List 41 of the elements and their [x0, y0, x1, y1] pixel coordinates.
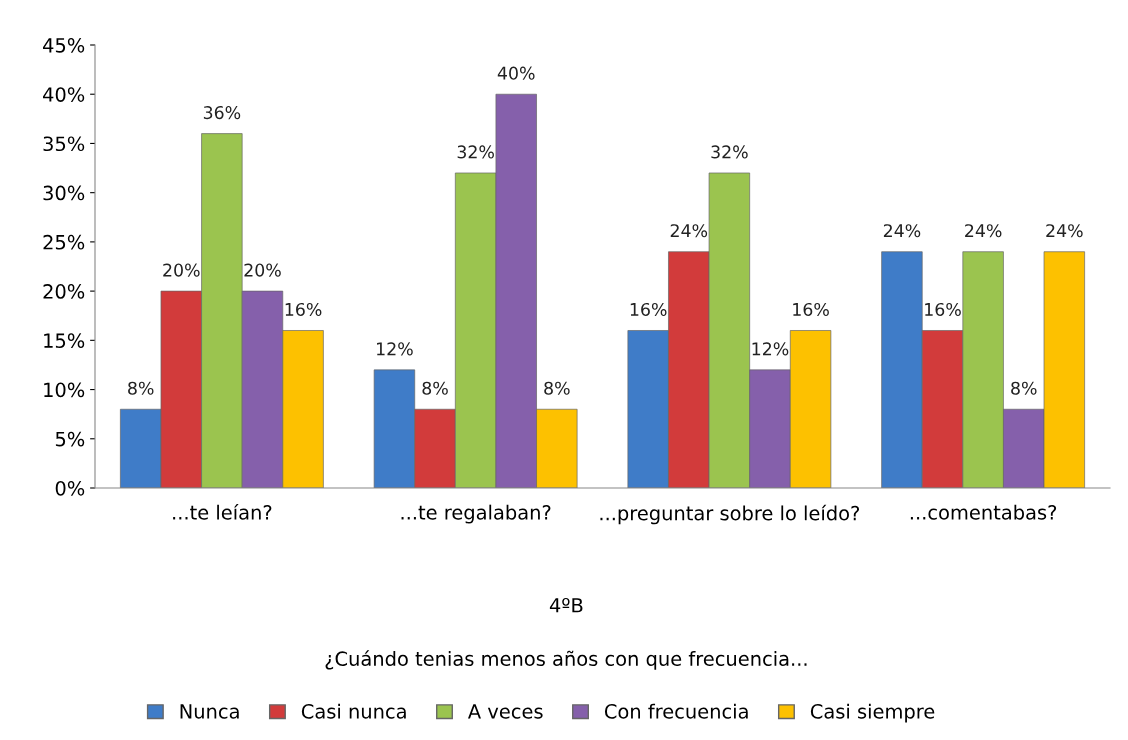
data-label: 32% [711, 145, 748, 159]
data-label: 20% [244, 263, 281, 277]
data-label: 16% [285, 302, 322, 317]
x-tick-label: ...te leían? [173, 503, 272, 520]
y-tick-label: 10% [44, 382, 85, 398]
legend-label: Nunca [180, 704, 239, 719]
y-tick-label: 15% [44, 333, 85, 348]
legend-label: Casi siempre [810, 703, 935, 723]
y-tick-label: 25% [43, 234, 85, 250]
x-tick-label: ...te regalaban? [401, 504, 551, 524]
data-label: 8% [422, 381, 448, 395]
data-label: 16% [925, 302, 961, 317]
legend-label: Casi nunca [301, 703, 406, 719]
data-label: 32% [457, 145, 494, 159]
y-tick-label: 45% [43, 37, 85, 53]
text: 4ºB [549, 597, 583, 613]
y-tick-label: 20% [43, 284, 85, 299]
data-label: 8% [544, 381, 570, 395]
data-label: 24% [965, 224, 1002, 238]
data-label: 12% [752, 342, 789, 356]
data-label: 40% [497, 66, 535, 80]
legend-label: A veces [467, 704, 543, 719]
data-label: 12% [377, 342, 413, 356]
x-tick-label: ...comentabas? [910, 504, 1057, 520]
data-label: 20% [163, 263, 200, 277]
data-label: 16% [793, 302, 829, 317]
data-label: 16% [630, 302, 667, 317]
x-tick-label: ...preguntar sobre lo leído? [600, 504, 860, 525]
data-label: 24% [670, 224, 708, 238]
y-tick-label: 30% [43, 185, 85, 201]
y-tick-label: 0% [55, 480, 85, 496]
data-label: 8% [1011, 381, 1037, 395]
legend-label: Con frecuencia [604, 703, 748, 719]
y-tick-label: 5% [55, 431, 85, 447]
y-tick-label: 40% [43, 87, 85, 102]
data-label: 24% [883, 224, 921, 238]
data-label: 8% [128, 381, 154, 395]
data-label: 24% [1046, 224, 1083, 238]
text: ¿Cuándo tenias menos años con que frecuencia... [325, 650, 807, 670]
data-label: 36% [203, 105, 241, 120]
y-tick-label: 35% [43, 136, 85, 152]
